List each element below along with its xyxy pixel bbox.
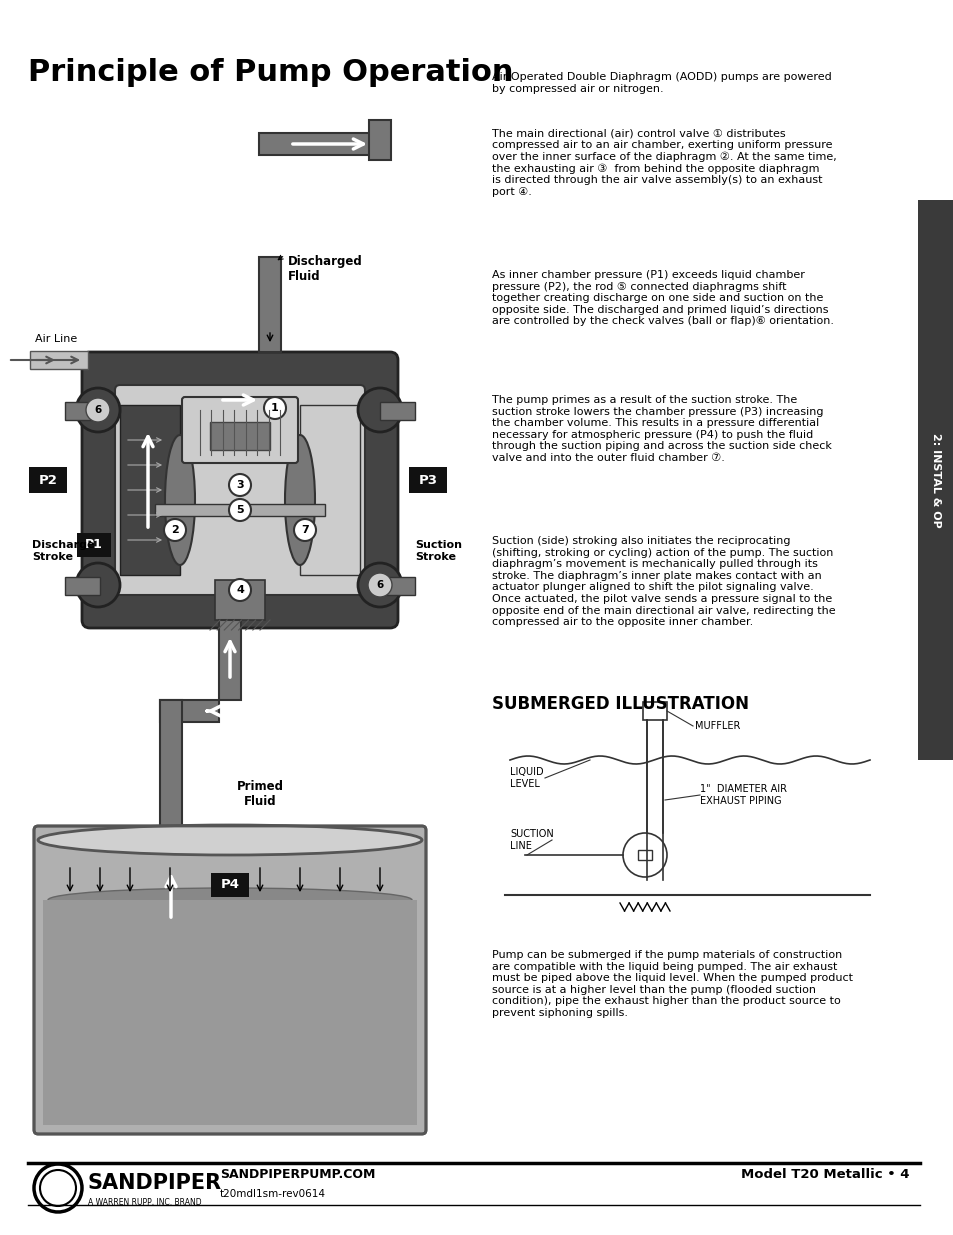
Text: t20mdl1sm-rev0614: t20mdl1sm-rev0614 <box>220 1189 326 1199</box>
Circle shape <box>164 519 186 541</box>
FancyBboxPatch shape <box>34 826 426 1134</box>
Text: LIQUID
LEVEL: LIQUID LEVEL <box>510 767 543 789</box>
Bar <box>642 701 666 720</box>
Bar <box>258 257 281 352</box>
Circle shape <box>229 499 251 521</box>
Bar <box>219 620 241 700</box>
Text: SANDPIPER: SANDPIPER <box>88 1173 222 1193</box>
Circle shape <box>76 388 120 432</box>
FancyBboxPatch shape <box>115 385 365 595</box>
Text: 6: 6 <box>94 405 102 415</box>
Text: Model T20 Metallic • 4: Model T20 Metallic • 4 <box>740 1168 909 1182</box>
Bar <box>65 403 100 420</box>
Text: The main directional (air) control valve ① distributes
compressed air to an air : The main directional (air) control valve… <box>492 128 836 196</box>
Circle shape <box>357 388 401 432</box>
Bar <box>638 850 651 860</box>
Text: P2: P2 <box>38 473 57 487</box>
FancyBboxPatch shape <box>409 467 447 493</box>
Bar <box>43 900 416 1125</box>
Bar <box>65 577 100 595</box>
Text: 3: 3 <box>236 480 244 490</box>
Ellipse shape <box>48 888 412 911</box>
Bar <box>30 351 88 369</box>
Bar <box>120 405 180 576</box>
Text: Discharged
Fluid: Discharged Fluid <box>288 254 362 283</box>
Text: Suction (side) stroking also initiates the reciprocating
(shifting, stroking or : Suction (side) stroking also initiates t… <box>492 536 835 627</box>
Bar <box>258 133 389 156</box>
Text: The pump primes as a result of the suction stroke. The
suction stroke lowers the: The pump primes as a result of the sucti… <box>492 395 831 463</box>
Text: 1: 1 <box>271 403 278 412</box>
FancyBboxPatch shape <box>211 873 249 897</box>
Ellipse shape <box>165 435 194 564</box>
FancyBboxPatch shape <box>29 467 67 493</box>
Circle shape <box>229 579 251 601</box>
Circle shape <box>357 563 401 606</box>
Circle shape <box>368 573 392 597</box>
Bar <box>369 120 391 161</box>
Text: 5: 5 <box>236 505 244 515</box>
Ellipse shape <box>38 825 421 855</box>
Text: 2: 2 <box>171 525 178 535</box>
Bar <box>210 422 270 450</box>
Text: Air Line: Air Line <box>35 333 77 345</box>
FancyBboxPatch shape <box>82 352 397 629</box>
Circle shape <box>76 563 120 606</box>
Text: P4: P4 <box>220 878 239 892</box>
Text: As inner chamber pressure (P1) exceeds liquid chamber
pressure (P2), the rod ⑤ c: As inner chamber pressure (P1) exceeds l… <box>492 270 833 326</box>
Text: Primed
Fluid: Primed Fluid <box>236 781 283 808</box>
Bar <box>379 577 415 595</box>
Circle shape <box>264 396 286 419</box>
Text: MUFFLER: MUFFLER <box>695 721 740 731</box>
Text: 2: INSTAL & OP: 2: INSTAL & OP <box>930 432 940 527</box>
Text: A WARREN RUPP, INC. BRAND: A WARREN RUPP, INC. BRAND <box>88 1198 201 1207</box>
Bar <box>154 504 325 516</box>
Bar <box>917 200 953 760</box>
Bar <box>214 580 265 620</box>
FancyBboxPatch shape <box>182 396 297 463</box>
Bar <box>379 403 415 420</box>
Text: Suction
Stroke: Suction Stroke <box>415 540 461 562</box>
Bar <box>160 700 182 1060</box>
Text: SUCTION
LINE: SUCTION LINE <box>510 829 553 851</box>
Circle shape <box>229 474 251 496</box>
Circle shape <box>86 398 110 422</box>
Text: Air-Operated Double Diaphragm (AODD) pumps are powered
by compressed air or nitr: Air-Operated Double Diaphragm (AODD) pum… <box>492 72 831 94</box>
Ellipse shape <box>285 435 314 564</box>
FancyBboxPatch shape <box>77 534 111 557</box>
Text: SANDPIPERPUMP.COM: SANDPIPERPUMP.COM <box>220 1168 375 1182</box>
Text: Discharge
Stroke: Discharge Stroke <box>32 540 94 562</box>
Text: Pump can be submerged if the pump materials of construction
are compatible with : Pump can be submerged if the pump materi… <box>492 950 852 1018</box>
Text: 7: 7 <box>301 525 309 535</box>
Text: 4: 4 <box>235 585 244 595</box>
Circle shape <box>622 832 666 877</box>
Circle shape <box>294 519 315 541</box>
Text: P1: P1 <box>85 538 103 552</box>
Text: Principle of Pump Operation: Principle of Pump Operation <box>28 58 513 86</box>
Text: SUBMERGED ILLUSTRATION: SUBMERGED ILLUSTRATION <box>492 695 748 713</box>
Bar <box>160 700 219 722</box>
Text: P3: P3 <box>418 473 437 487</box>
Text: 1"  DIAMETER AIR
EXHAUST PIPING: 1" DIAMETER AIR EXHAUST PIPING <box>700 784 786 805</box>
Bar <box>299 405 359 576</box>
Text: 6: 6 <box>376 580 383 590</box>
